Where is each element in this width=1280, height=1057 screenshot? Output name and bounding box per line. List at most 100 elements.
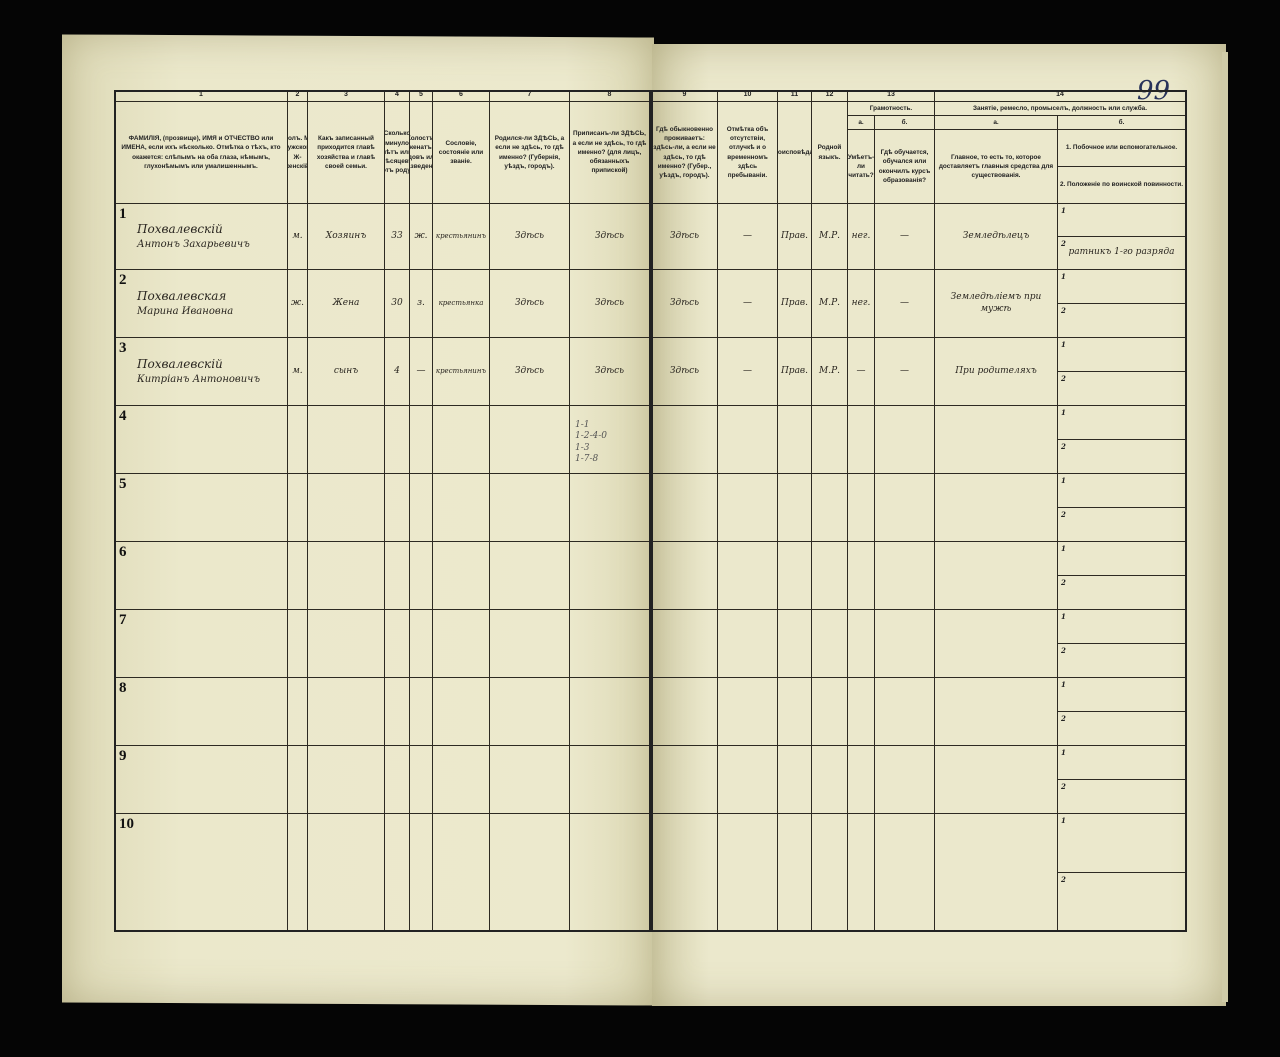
marital-cell (410, 474, 433, 542)
secondary-occupation-cell: 1 (1058, 204, 1186, 237)
column-header: ФАМИЛІЯ, (прозвище), ИМЯ и ОТЧЕСТВО или … (115, 102, 288, 204)
religion-cell: Прав. (778, 270, 812, 338)
relation-cell (308, 678, 385, 746)
column-number: 9 (652, 90, 718, 102)
born-cell (490, 542, 570, 610)
language-cell (812, 474, 848, 542)
subrow-number: 2 (1061, 578, 1066, 587)
margin-note-line: 1-7-8 (575, 453, 599, 464)
occupation-cell: Земледѣлецъ (935, 204, 1058, 270)
name-cell: 3 Похвалевскій Китріанъ Антоновичъ (115, 338, 288, 406)
military-status-cell: 2 (1058, 712, 1186, 746)
education-cell (875, 678, 935, 746)
subrow-number: 2 (1061, 442, 1066, 451)
residence-cell (652, 814, 718, 932)
subcolumn-header: Умѣетъ-ли читать? (848, 130, 875, 204)
column-header: Полъ. М-мужской. Ж-женскій. (288, 102, 308, 204)
education-cell: — (875, 204, 935, 270)
sex-cell (288, 678, 308, 746)
subrow-number: 2 (1061, 306, 1066, 315)
surname: Похвалевскій (137, 357, 223, 372)
absence-cell (718, 814, 778, 932)
religion-cell (778, 746, 812, 814)
language-cell (812, 406, 848, 474)
column-number: 5 (410, 90, 433, 102)
relation-cell (308, 746, 385, 814)
secondary-occupation-cell: 1 (1058, 474, 1186, 508)
age-cell (385, 678, 410, 746)
estate-cell: крестьянинъ (433, 204, 490, 270)
relation-cell (308, 610, 385, 678)
subcolumn-letter: а. (935, 116, 1058, 130)
absence-cell (718, 542, 778, 610)
religion-cell: Прав. (778, 338, 812, 406)
age-cell: 30 (385, 270, 410, 338)
subrow-number: 1 (1061, 476, 1066, 485)
marital-cell (410, 406, 433, 474)
military-status-cell: 2 (1058, 780, 1186, 814)
estate-cell (433, 678, 490, 746)
born-cell: Здѣсь (490, 338, 570, 406)
secondary-occupation-cell: 1 (1058, 746, 1186, 780)
column-number: 13 (848, 90, 935, 102)
military-status-cell: 2 (1058, 440, 1186, 474)
column-number: 4 (385, 90, 410, 102)
religion-cell (778, 406, 812, 474)
education-cell (875, 814, 935, 932)
column-number: 2 (288, 90, 308, 102)
education-cell (875, 610, 935, 678)
sex-cell: м. (288, 204, 308, 270)
subrow-number: 1 (1061, 816, 1066, 825)
occupation-cell (935, 406, 1058, 474)
born-cell (490, 610, 570, 678)
subrow-number: 2 (1061, 374, 1066, 383)
subrow-number: 2 (1061, 714, 1066, 723)
military-status-cell: 2 (1058, 508, 1186, 542)
subrow-number: 2 (1061, 875, 1066, 884)
column-header: Приписанъ-ли ЗДѢСЬ, а если не здѣсь, то … (570, 102, 650, 204)
literate-cell: нег. (848, 204, 875, 270)
military-status-cell: 2 (1058, 576, 1186, 610)
subrow-number: 2 (1061, 646, 1066, 655)
literate-cell (848, 406, 875, 474)
subcolumn-header: 1. Побочное или вспомогательное. (1058, 130, 1186, 167)
name-cell: 2 Похвалевская Марина Ивановна (115, 270, 288, 338)
language-cell (812, 678, 848, 746)
given: Антонъ Захарьевичъ (137, 238, 250, 250)
column-header: Холостъ, женатъ, вдовъ или разведенъ. (410, 102, 433, 204)
relation-cell: сынъ (308, 338, 385, 406)
religion-cell (778, 542, 812, 610)
name-cell: 9 (115, 746, 288, 814)
row-number: 6 (119, 544, 127, 560)
subrow-number: 1 (1061, 612, 1066, 621)
estate-cell (433, 542, 490, 610)
registered-cell (570, 542, 650, 610)
relation-cell (308, 474, 385, 542)
subrow-number: 1 (1061, 206, 1066, 215)
subcolumn-letter: б. (1058, 116, 1186, 130)
column-number: 8 (570, 90, 650, 102)
age-cell (385, 406, 410, 474)
surname: Похвалевскій (137, 222, 223, 237)
relation-cell: Жена (308, 270, 385, 338)
registered-cell: Здѣсь (570, 270, 650, 338)
estate-cell (433, 474, 490, 542)
registered-cell (570, 678, 650, 746)
column-number: 14 (935, 90, 1186, 102)
residence-cell (652, 406, 718, 474)
sex-cell (288, 406, 308, 474)
literate-cell (848, 746, 875, 814)
secondary-occupation-cell: 1 (1058, 678, 1186, 712)
sex-cell (288, 474, 308, 542)
relation-cell (308, 814, 385, 932)
born-cell: Здѣсь (490, 204, 570, 270)
residence-cell (652, 678, 718, 746)
residence-cell (652, 610, 718, 678)
estate-cell (433, 610, 490, 678)
name-cell: 8 (115, 678, 288, 746)
occupation-cell (935, 474, 1058, 542)
subcolumn-header: Главное, то есть то, которое доставляетъ… (935, 130, 1058, 204)
absence-cell (718, 474, 778, 542)
literate-cell (848, 610, 875, 678)
estate-cell (433, 406, 490, 474)
